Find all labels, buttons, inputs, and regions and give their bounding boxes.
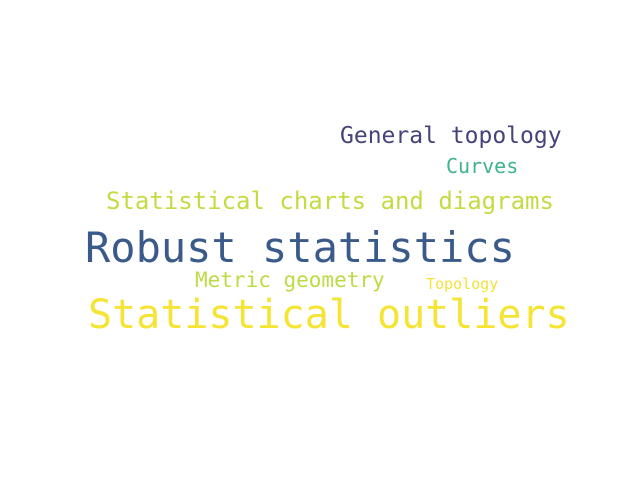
word-curves: Curves	[446, 154, 519, 178]
word-metric-geometry: Metric geometry	[195, 268, 385, 292]
word-statistical-charts-and-diagrams: Statistical charts and diagrams	[106, 187, 554, 215]
word-robust-statistics: Robust statistics	[85, 223, 515, 272]
word-statistical-outliers: Statistical outliers	[88, 292, 570, 338]
word-general-topology: General topology	[340, 123, 562, 149]
word-topology: Topology	[426, 275, 499, 293]
